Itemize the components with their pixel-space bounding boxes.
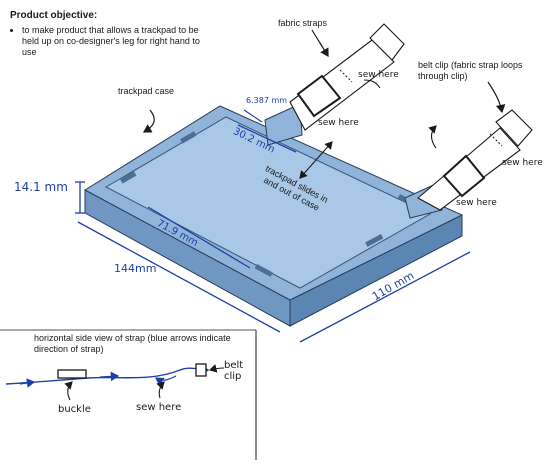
dim-tabdepth-line <box>243 109 263 123</box>
strap-loop-top <box>369 23 405 61</box>
label-trackpad-case: trackpad case <box>118 86 175 96</box>
arrow-buckle <box>64 381 73 401</box>
label-sew-here-strap: sew here <box>136 402 182 413</box>
label-buckle: buckle <box>58 404 91 415</box>
arrow-slides-a <box>299 159 317 179</box>
label-belt-clip-side: belt clip <box>224 360 244 382</box>
strap-buckle-top <box>296 74 342 118</box>
side-belt-clip <box>195 363 207 377</box>
arrow-fabric-straps <box>311 29 329 58</box>
product-objective: Product objective: to make product that … <box>10 10 210 58</box>
objective-bullet: to make product that allows a trackpad t… <box>22 25 210 58</box>
label-belt-clip: belt clip (fabric strap loops through cl… <box>418 60 523 81</box>
side-buckle <box>57 369 87 379</box>
strap-loop-right <box>495 109 533 147</box>
arrow-sew-top <box>363 79 381 89</box>
case-tab <box>254 264 273 277</box>
arrow-belt-clip-side <box>208 364 225 373</box>
arrow-trackpad-case <box>142 109 155 133</box>
label-sew-here-side: sew here <box>456 198 497 208</box>
arrow-sew-right <box>428 125 437 149</box>
dim-tab-depth: 6.387 mm <box>246 96 288 105</box>
objective-title: Product objective: <box>10 10 98 21</box>
side-strap-line <box>5 364 210 385</box>
dim-length: 144mm <box>114 262 157 275</box>
case-tab <box>365 234 384 247</box>
case-tab <box>180 131 197 144</box>
dim-inner-line <box>147 206 251 269</box>
label-sew-here-right-upper: sew here <box>318 118 359 128</box>
arrow-slides-b <box>315 141 333 161</box>
arrow-sew-side <box>156 381 165 399</box>
arrow-belt-clip <box>487 81 506 114</box>
dim-tab-line <box>237 124 297 153</box>
strap-buckle-right <box>442 154 486 198</box>
strap-tab-top <box>264 103 303 146</box>
label-sew-here-top: sew here <box>358 70 399 80</box>
dim-width-line <box>299 251 471 343</box>
objective-list: to make product that allows a trackpad t… <box>10 25 210 58</box>
fabric-strap-top <box>289 39 395 131</box>
dim-length-line <box>77 221 281 333</box>
label-fabric-straps: fabric straps <box>278 18 328 28</box>
dim-height: 14.1 mm <box>14 180 68 194</box>
label-sew-here-right-lower: sew here <box>502 158 543 168</box>
case-tab <box>120 171 137 184</box>
label-side-view: horizontal side view of strap (blue arro… <box>34 333 231 354</box>
